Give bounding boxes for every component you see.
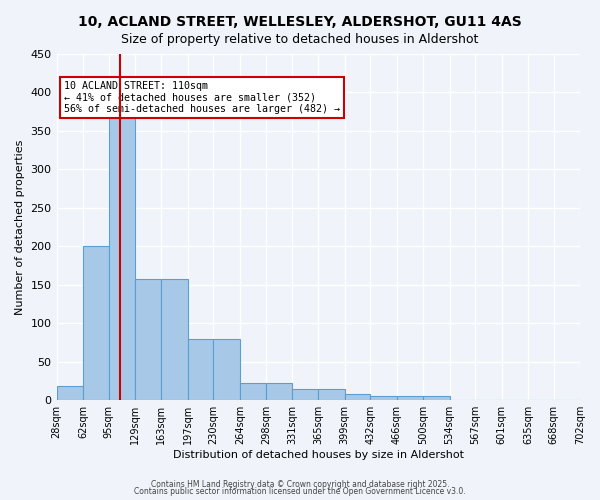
Y-axis label: Number of detached properties: Number of detached properties: [15, 140, 25, 315]
Bar: [397, 396, 423, 400]
Text: 10, ACLAND STREET, WELLESLEY, ALDERSHOT, GU11 4AS: 10, ACLAND STREET, WELLESLEY, ALDERSHOT,…: [78, 15, 522, 29]
Bar: [580, 396, 600, 400]
Text: Contains HM Land Registry data © Crown copyright and database right 2025.: Contains HM Land Registry data © Crown c…: [151, 480, 449, 489]
Bar: [161, 278, 188, 400]
Bar: [292, 390, 318, 400]
Bar: [214, 338, 240, 400]
Text: 10 ACLAND STREET: 110sqm
← 41% of detached houses are smaller (352)
56% of semi-: 10 ACLAND STREET: 110sqm ← 41% of detach…: [64, 81, 340, 114]
Text: Size of property relative to detached houses in Aldershot: Size of property relative to detached ho…: [121, 32, 479, 46]
Bar: [423, 396, 449, 400]
Text: Contains public sector information licensed under the Open Government Licence v3: Contains public sector information licen…: [134, 487, 466, 496]
Bar: [83, 246, 109, 400]
Bar: [109, 116, 135, 400]
Bar: [370, 396, 397, 400]
X-axis label: Distribution of detached houses by size in Aldershot: Distribution of detached houses by size …: [173, 450, 464, 460]
Bar: [135, 278, 161, 400]
Bar: [318, 390, 344, 400]
Bar: [344, 394, 370, 400]
Bar: [56, 386, 83, 400]
Bar: [240, 384, 266, 400]
Bar: [266, 384, 292, 400]
Bar: [188, 338, 214, 400]
